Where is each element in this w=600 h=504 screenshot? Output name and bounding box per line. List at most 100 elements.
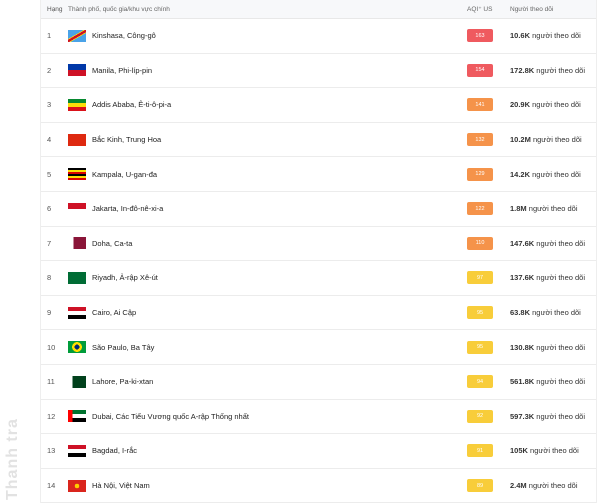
table-row[interactable]: 12 Dubai, Các Tiểu Vương quốc A-rập Thốn… <box>41 400 596 435</box>
followers-cell: 172.8K người theo dõi <box>510 66 596 75</box>
aqi-cell: 110 <box>467 236 510 250</box>
city-name[interactable]: Doha, Ca-ta <box>92 238 133 248</box>
aqi-badge: 163 <box>467 29 493 43</box>
flag-indonesia-icon <box>68 202 86 215</box>
city-name[interactable]: Bagdad, I-rắc <box>92 446 138 456</box>
header-city[interactable]: Thành phố, quốc gia/khu vực chính <box>68 5 170 13</box>
header-followers[interactable]: Người theo dõi <box>510 5 554 13</box>
followers-count: 63.8K <box>510 308 531 318</box>
table-row[interactable]: 7 Doha, Ca-ta 110 147.6K người theo dõi <box>41 227 596 262</box>
aqi-badge: 97 <box>467 271 493 285</box>
watermark-logo: Thanh tra <box>4 418 21 500</box>
aqi-cell: 95 <box>467 340 510 354</box>
followers-suffix: người theo dõi <box>532 169 581 179</box>
rank: 12 <box>47 411 56 421</box>
aqi-cell: 141 <box>467 98 510 112</box>
city-cell: São Paulo, Ba Tây <box>68 341 467 354</box>
city-cell: Bagdad, I-rắc <box>68 444 467 457</box>
followers-cell: 2.4M người theo dõi <box>510 481 596 490</box>
city-name[interactable]: Riyadh, Ả-rập Xê-út <box>92 273 158 283</box>
table-row[interactable]: 10 São Paulo, Ba Tây 95 130.8K người the… <box>41 330 596 365</box>
flag-qatar-icon <box>68 237 86 250</box>
aqi-cell: 92 <box>467 409 510 423</box>
header-rank[interactable]: Hạng <box>47 5 63 13</box>
city-cell: Dubai, Các Tiểu Vương quốc A-rập Thống n… <box>68 410 467 423</box>
followers-suffix: người theo dõi <box>528 204 578 214</box>
followers-cell: 63.8K người theo dõi <box>510 308 596 317</box>
aqi-cell: 94 <box>467 375 510 389</box>
followers-cell: 14.2K người theo dõi <box>510 170 596 179</box>
table-row[interactable]: 9 Cairo, Ai Cập 95 63.8K người theo dõi <box>41 296 596 331</box>
header-aqi[interactable]: AQI⁺ US <box>467 6 493 13</box>
city-name[interactable]: Cairo, Ai Cập <box>92 308 137 318</box>
aqi-badge: 94 <box>467 375 493 389</box>
city-cell: Kinshasa, Công-gô <box>68 29 467 42</box>
city-cell: Addis Ababa, Ê-ti-ô-pi-a <box>68 98 467 111</box>
aqi-badge: 129 <box>467 167 493 181</box>
followers-count: 561.8K <box>510 377 535 387</box>
city-cell: Doha, Ca-ta <box>68 237 467 250</box>
city-name[interactable]: Kinshasa, Công-gô <box>92 31 156 41</box>
followers-cell: 130.8K người theo dõi <box>510 343 596 352</box>
followers-suffix: người theo dõi <box>532 31 581 41</box>
followers-suffix: người theo dõi <box>536 411 586 421</box>
city-cell: Lahore, Pa-ki-xtan <box>68 375 467 388</box>
flag-egypt-icon <box>68 306 86 319</box>
followers-count: 172.8K <box>510 65 535 75</box>
rank: 2 <box>47 65 52 75</box>
aqi-badge: 95 <box>467 306 493 320</box>
flag-pakistan-icon <box>68 375 86 388</box>
followers-cell: 105K người theo dõi <box>510 446 596 455</box>
aqi-cell: 95 <box>467 306 510 320</box>
rank: 1 <box>47 31 52 41</box>
table-row[interactable]: 11 Lahore, Pa-ki-xtan 94 561.8K người th… <box>41 365 596 400</box>
table-row[interactable]: 13 Bagdad, I-rắc 91 105K người theo dõi <box>41 434 596 469</box>
aqi-badge: 122 <box>467 202 493 216</box>
rank: 8 <box>47 273 52 283</box>
city-cell: Manila, Phi-líp-pin <box>68 64 467 77</box>
aqi-cell: 154 <box>467 63 510 77</box>
city-name[interactable]: Manila, Phi-líp-pin <box>92 65 153 75</box>
table-row[interactable]: 14 Hà Nội, Việt Nam 89 2.4M người theo d… <box>41 469 596 504</box>
aqi-badge: 132 <box>467 133 493 147</box>
followers-suffix: người theo dõi <box>536 377 586 387</box>
flag-dr-congo-icon <box>68 29 86 42</box>
followers-suffix: người theo dõi <box>532 308 581 318</box>
table-row[interactable]: 1 Kinshasa, Công-gô 163 10.6K người theo… <box>41 19 596 54</box>
flag-saudi-arabia-icon <box>68 271 86 284</box>
followers-suffix: người theo dõi <box>536 273 586 283</box>
followers-count: 147.6K <box>510 238 535 248</box>
city-name[interactable]: Hà Nội, Việt Nam <box>92 481 150 491</box>
city-name[interactable]: Dubai, Các Tiểu Vương quốc A-rập Thống n… <box>92 411 249 421</box>
followers-count: 2.4M <box>510 481 527 491</box>
city-name[interactable]: Lahore, Pa-ki-xtan <box>92 377 154 387</box>
followers-count: 105K <box>510 446 528 456</box>
rank: 11 <box>47 377 55 387</box>
rank: 7 <box>47 238 52 248</box>
followers-suffix: người theo dõi <box>530 446 579 456</box>
city-name[interactable]: Addis Ababa, Ê-ti-ô-pi-a <box>92 100 172 110</box>
followers-cell: 10.6K người theo dõi <box>510 31 596 40</box>
city-name[interactable]: Kampala, U-gan-đa <box>92 169 158 179</box>
city-name[interactable]: Jakarta, In-đô-nê-xi-a <box>92 204 164 214</box>
flag-vietnam-icon <box>68 479 86 492</box>
city-cell: Bắc Kinh, Trung Hoa <box>68 133 467 146</box>
table-row[interactable]: 2 Manila, Phi-líp-pin 154 172.8K người t… <box>41 54 596 89</box>
rank: 3 <box>47 100 52 110</box>
aqi-badge: 92 <box>467 409 493 423</box>
rank: 13 <box>47 446 56 456</box>
followers-cell: 561.8K người theo dõi <box>510 377 596 386</box>
table-row[interactable]: 8 Riyadh, Ả-rập Xê-út 97 137.6K người th… <box>41 261 596 296</box>
aqi-badge: 141 <box>467 98 493 112</box>
table-row[interactable]: 4 Bắc Kinh, Trung Hoa 132 10.2M người th… <box>41 123 596 158</box>
table-row[interactable]: 6 Jakarta, In-đô-nê-xi-a 122 1.8M người … <box>41 192 596 227</box>
aqi-cell: 129 <box>467 167 510 181</box>
followers-cell: 137.6K người theo dõi <box>510 273 596 282</box>
rank: 9 <box>47 308 52 318</box>
city-cell: Riyadh, Ả-rập Xê-út <box>68 271 467 284</box>
table-row[interactable]: 5 Kampala, U-gan-đa 129 14.2K người theo… <box>41 157 596 192</box>
city-name[interactable]: Bắc Kinh, Trung Hoa <box>92 135 162 145</box>
followers-count: 20.9K <box>510 100 531 110</box>
table-row[interactable]: 3 Addis Ababa, Ê-ti-ô-pi-a 141 20.9K ngư… <box>41 88 596 123</box>
city-name[interactable]: São Paulo, Ba Tây <box>92 342 155 352</box>
